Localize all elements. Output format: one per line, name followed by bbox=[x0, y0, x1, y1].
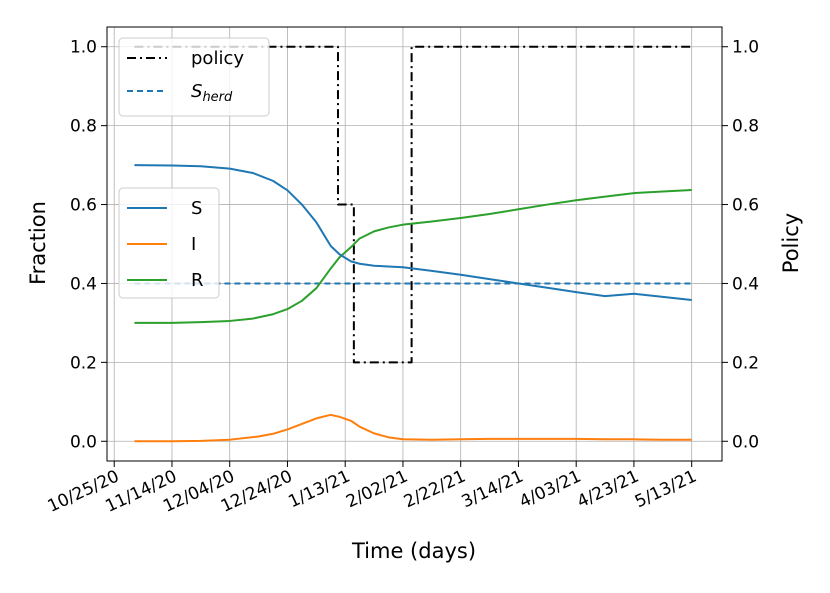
series-line-policy bbox=[134, 45, 692, 364]
x-axis-title: Time (days) bbox=[351, 539, 476, 563]
y-tick-label-right: 0.4 bbox=[732, 274, 759, 294]
legend-label: policy bbox=[191, 48, 244, 69]
y-tick-label-left: 0.4 bbox=[70, 274, 97, 294]
y-tick-label-right: 0.8 bbox=[732, 117, 759, 137]
y-tick-label-left: 0.2 bbox=[70, 353, 97, 373]
y-tick-label-left: 0.6 bbox=[70, 196, 97, 216]
series-layer bbox=[134, 45, 692, 443]
legend-label: S bbox=[191, 198, 202, 219]
x-tick-label: 5/13/21 bbox=[632, 466, 700, 512]
y-tick-label-left: 0.0 bbox=[70, 432, 97, 452]
y-axis-title-right: Policy bbox=[779, 213, 803, 273]
series-line-i bbox=[134, 413, 692, 443]
x-tick-label: 4/23/21 bbox=[574, 466, 642, 512]
x-tick-label: 4/03/21 bbox=[516, 466, 584, 512]
x-tick-label: 2/22/21 bbox=[401, 466, 469, 512]
y-tick-label-right: 0.6 bbox=[732, 196, 759, 216]
x-tick-label: 1/13/21 bbox=[285, 466, 353, 512]
plot-frame bbox=[106, 26, 723, 462]
legend-label: Sherd bbox=[191, 81, 233, 105]
x-tick-label: 2/02/21 bbox=[343, 466, 411, 512]
y-tick-label-right: 0.2 bbox=[732, 353, 759, 373]
x-tick-label: 3/14/21 bbox=[459, 466, 527, 512]
y-tick-label-right: 0.0 bbox=[732, 432, 759, 452]
y-axis-title-left: Fraction bbox=[26, 201, 50, 285]
y-tick-label-right: 1.0 bbox=[732, 38, 759, 58]
legend-box bbox=[118, 187, 220, 299]
legend-label-subscript: herd bbox=[202, 90, 233, 105]
legend-box bbox=[118, 37, 270, 117]
legend-label: R bbox=[191, 270, 204, 291]
series-line-r bbox=[134, 188, 692, 324]
legend-label-main: S bbox=[191, 81, 202, 102]
y-tick-label-left: 1.0 bbox=[70, 38, 97, 58]
legend-label: I bbox=[191, 234, 196, 255]
y-tick-label-left: 0.8 bbox=[70, 117, 97, 137]
series-line-s bbox=[134, 164, 692, 302]
